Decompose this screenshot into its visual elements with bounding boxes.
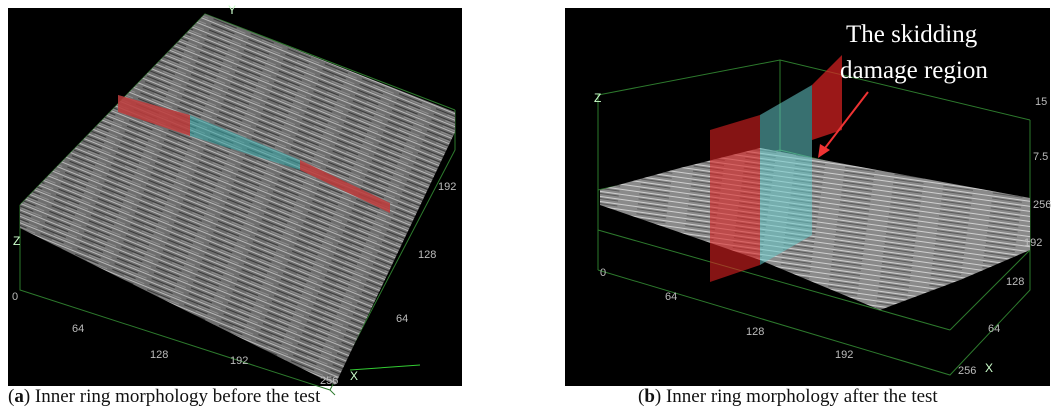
- axis-label: X: [985, 361, 993, 375]
- section-plane: [760, 85, 812, 265]
- annotation: damage region: [840, 57, 988, 84]
- axis-tick-label: 256: [958, 365, 976, 377]
- axis-tick-label: 256: [320, 375, 338, 387]
- axis-label: X: [350, 369, 358, 383]
- axis-tick-label: 128: [150, 349, 168, 361]
- axis-tick-label: 128: [418, 249, 436, 261]
- axis-tick-label: 192: [835, 349, 853, 361]
- axis-tick-label: 128: [746, 326, 764, 338]
- panel-a: [8, 8, 462, 395]
- figure: 0 64 128 192 256 192 128 64 X Y Z (a) Inner ring mo…: [0, 0, 1059, 412]
- caption: (a) Inner ring morphology before the tes…: [8, 386, 321, 407]
- axis-tick-label: 64: [72, 323, 84, 335]
- caption-part: a: [14, 386, 24, 407]
- axis-tick-label: 7.5: [1033, 151, 1048, 163]
- axis-label: Z: [594, 91, 601, 105]
- caption: (b) Inner ring morphology after the test: [638, 386, 938, 407]
- axis-label: Y: [228, 3, 236, 17]
- axis-tick-label: 64: [665, 291, 677, 303]
- axis-tick-label: 64: [988, 323, 1000, 335]
- axis-tick-label: 64: [396, 313, 408, 325]
- axis-tick-label: 15: [1035, 96, 1047, 108]
- axis-tick-label: 256: [1033, 199, 1051, 211]
- axis-tick-label: 192: [438, 181, 456, 193]
- caption-part: b: [644, 386, 655, 407]
- axis-tick-label: 192: [1024, 237, 1042, 249]
- caption-part: ) Inner ring morphology before the test: [24, 386, 321, 407]
- section-plane: [710, 115, 760, 282]
- axis-tick-label: 0: [12, 291, 18, 303]
- caption-part: ) Inner ring morphology after the test: [655, 386, 939, 407]
- annotation: The skidding: [846, 21, 978, 48]
- axis-tick-label: 128: [1006, 276, 1024, 288]
- axis-tick-label: 0: [600, 267, 606, 279]
- axis-tick-label: 192: [230, 355, 248, 367]
- axis-label: Z: [13, 234, 20, 248]
